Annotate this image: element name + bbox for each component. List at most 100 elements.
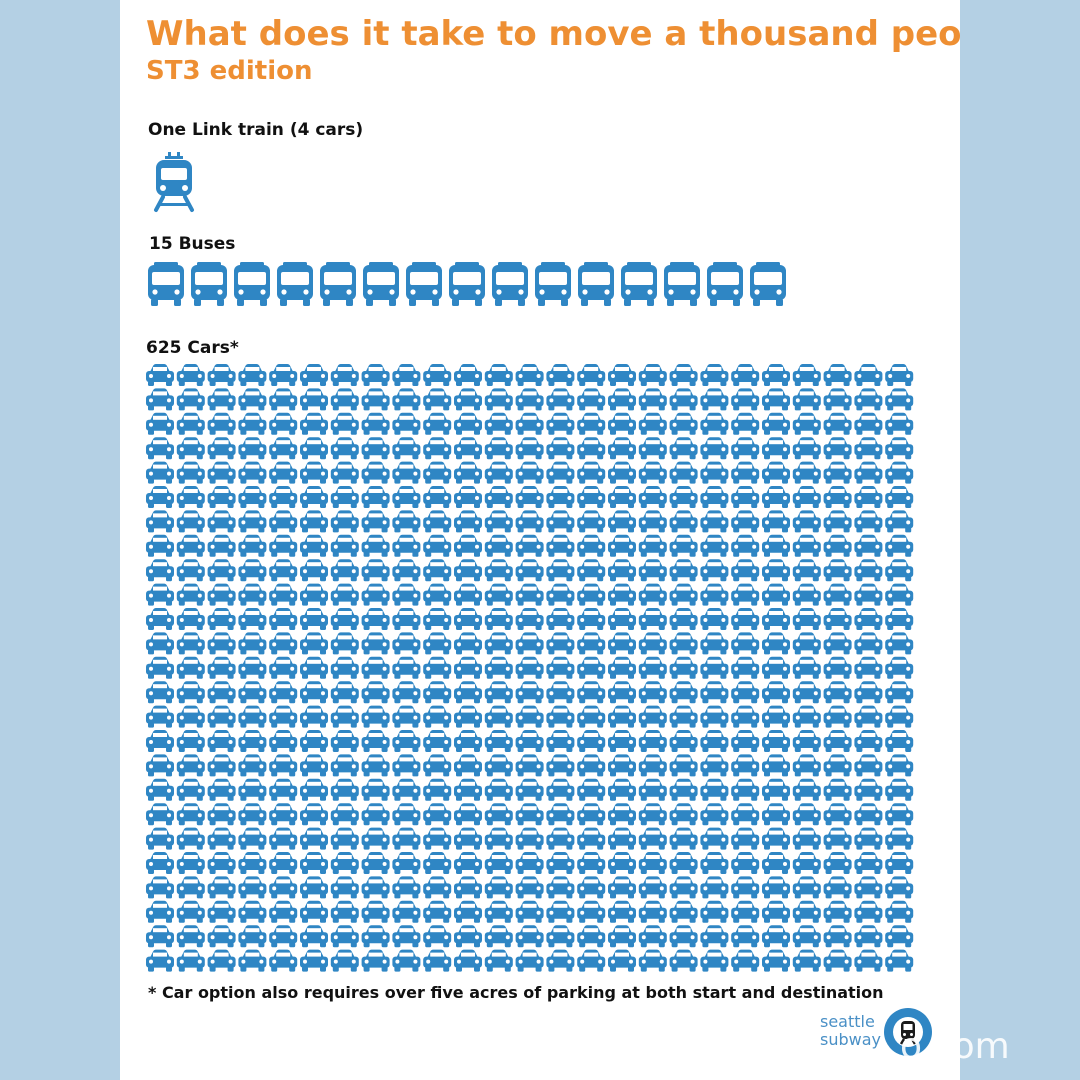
car-icon — [823, 681, 852, 704]
car-icon — [700, 583, 729, 606]
car-icon — [361, 583, 390, 606]
car-icon — [515, 925, 544, 948]
car-icon — [330, 803, 359, 826]
car-icon — [700, 412, 729, 435]
car-icon — [669, 681, 698, 704]
car-icon — [300, 681, 328, 704]
car-icon — [792, 364, 821, 386]
car-icon — [238, 754, 267, 777]
car-icon — [330, 730, 359, 752]
train-icon — [154, 152, 194, 212]
car-icon — [330, 437, 359, 460]
car-icon — [330, 412, 359, 435]
car-icon — [269, 925, 298, 948]
car-icon — [854, 437, 883, 460]
car-icon — [577, 925, 606, 948]
car-icon — [361, 803, 390, 826]
bus-icon — [277, 262, 313, 306]
car-icon — [638, 559, 667, 582]
car-icon — [608, 486, 636, 508]
car-icon — [854, 730, 883, 752]
car-icon — [300, 412, 328, 435]
car-icon — [762, 876, 790, 899]
car-icon — [546, 608, 575, 630]
car-icon — [638, 754, 667, 777]
car-icon — [515, 827, 544, 850]
car-icon — [515, 852, 544, 874]
car-icon — [269, 534, 298, 557]
car-icon — [515, 364, 544, 386]
car-icon — [454, 730, 482, 752]
car-icon — [731, 632, 760, 655]
car-icon — [792, 852, 821, 874]
car-icon — [454, 412, 482, 435]
car-icon — [146, 510, 174, 533]
car-icon — [762, 412, 790, 435]
car-icon — [176, 583, 205, 606]
car-icon — [515, 559, 544, 582]
car-icon — [546, 461, 575, 484]
car-icon — [885, 510, 914, 533]
car-icon — [669, 705, 698, 728]
car-icon — [762, 949, 790, 972]
bus-section-label: 15 Buses — [149, 234, 236, 254]
car-icon — [146, 949, 174, 972]
car-icon — [300, 364, 328, 386]
car-icon — [238, 730, 267, 752]
car-icon — [423, 803, 452, 826]
car-icon — [546, 583, 575, 606]
car-icon — [792, 925, 821, 948]
car-icon — [854, 656, 883, 679]
car-icon — [546, 364, 575, 386]
car-icon — [638, 388, 667, 411]
car-icon — [330, 827, 359, 850]
car-icon — [238, 681, 267, 704]
car-icon — [423, 388, 452, 411]
train-section-label: One Link train (4 cars) — [148, 120, 364, 140]
car-icon — [238, 925, 267, 948]
car-icon — [515, 510, 544, 533]
car-icon — [515, 632, 544, 655]
car-icon — [854, 412, 883, 435]
bus-icon — [234, 262, 270, 306]
car-icon — [885, 705, 914, 728]
car-icon — [854, 925, 883, 948]
car-icon — [608, 559, 636, 582]
car-icon — [300, 778, 328, 801]
car-icon — [361, 412, 390, 435]
car-icon — [823, 559, 852, 582]
car-icon — [638, 852, 667, 874]
bus-icon — [707, 262, 743, 306]
car-icon — [300, 608, 328, 630]
car-icon — [484, 510, 513, 533]
car-icon — [854, 803, 883, 826]
car-icon — [608, 900, 636, 923]
car-icon — [762, 705, 790, 728]
car-icon — [854, 778, 883, 801]
car-icon — [423, 608, 452, 630]
car-icon — [454, 827, 482, 850]
car-icon — [454, 852, 482, 874]
car-icon — [762, 534, 790, 557]
car-icon — [207, 632, 236, 655]
car-icon — [608, 583, 636, 606]
car-icon — [823, 364, 852, 386]
car-icon — [238, 510, 267, 533]
car-icon — [792, 778, 821, 801]
car-icon — [700, 949, 729, 972]
car-icon — [392, 388, 421, 411]
car-section-label: 625 Cars* — [146, 338, 239, 358]
car-icon — [238, 632, 267, 655]
car-icon — [854, 388, 883, 411]
car-icon — [207, 876, 236, 899]
bus-icon — [750, 262, 786, 306]
car-icon — [546, 778, 575, 801]
car-icon — [762, 510, 790, 533]
car-icon — [700, 730, 729, 752]
car-icon — [484, 388, 513, 411]
bus-icon — [492, 262, 528, 306]
car-icon — [700, 876, 729, 899]
car-icon — [207, 778, 236, 801]
car-icon — [361, 388, 390, 411]
car-icon — [669, 461, 698, 484]
